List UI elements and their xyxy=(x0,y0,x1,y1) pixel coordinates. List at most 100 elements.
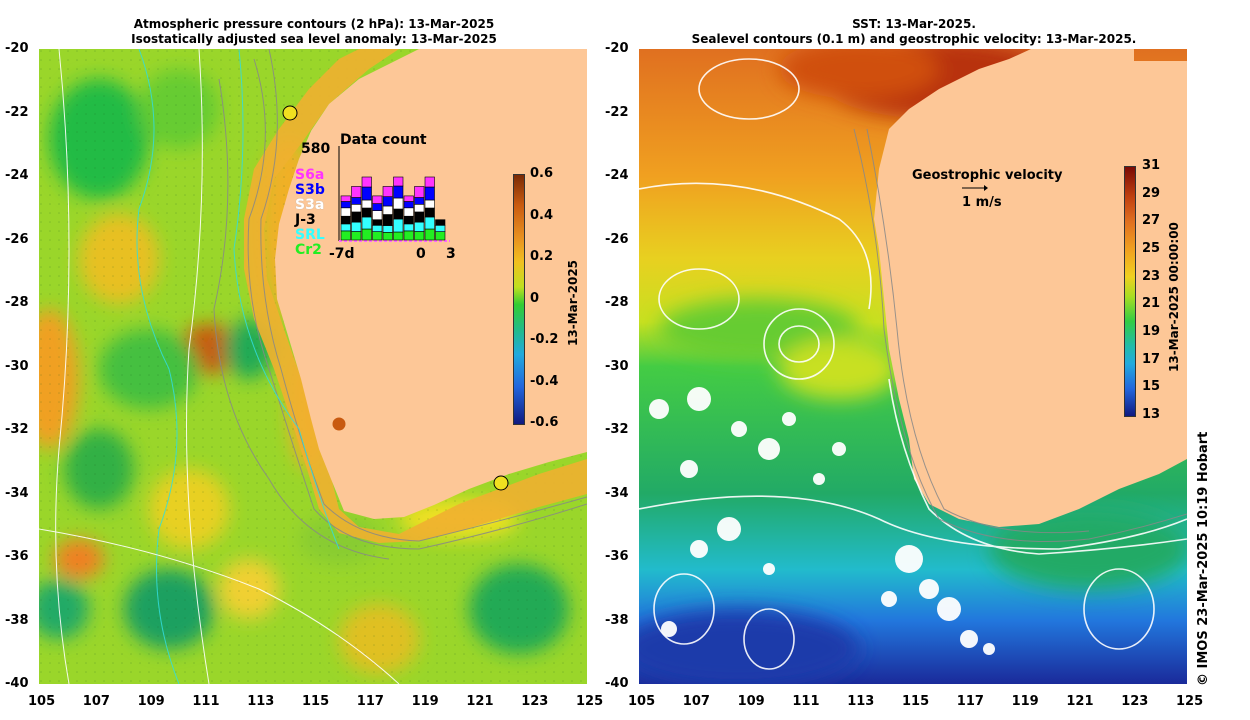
y-tick-label: -32 xyxy=(605,422,629,437)
sla-colorbar xyxy=(513,174,525,425)
sea-level-anomaly-map: 580 Data count S6a S3b S3a J-3 SRL Cr2 -7d 0 … xyxy=(39,49,587,684)
data-count-xlabel-start: -7d xyxy=(329,246,355,262)
x-tick-label: 113 xyxy=(247,694,275,709)
histogram-bar-segment xyxy=(403,223,414,232)
mission-legend: S6a S3b S3a J-3 SRL Cr2 xyxy=(295,168,325,258)
x-tick-label: 121 xyxy=(1066,694,1094,709)
colorbar-tick-label: 27 xyxy=(1142,213,1161,229)
histogram-bar-segment xyxy=(435,225,446,232)
colorbar-tick-label: 25 xyxy=(1142,241,1161,256)
mission-legend-item: S6a xyxy=(295,167,325,183)
velocity-legend-title: Geostrophic velocity xyxy=(912,168,1063,183)
histogram-bar-segment xyxy=(435,219,446,226)
histogram-bar-segment xyxy=(361,199,372,209)
histogram-bar-segment xyxy=(340,223,351,232)
x-tick-label: 123 xyxy=(521,694,549,709)
y-tick-label: -28 xyxy=(5,295,29,310)
station-marker xyxy=(282,105,298,121)
cloud-mask xyxy=(649,387,995,655)
y-tick-label: -40 xyxy=(605,676,629,691)
y-tick-label: -38 xyxy=(605,612,629,628)
histogram-bar-segment xyxy=(361,228,372,241)
x-tick-label: 105 xyxy=(628,694,656,709)
histogram-bar-segment xyxy=(393,231,404,241)
velocity-arrow-icon xyxy=(962,185,988,191)
y-tick-label: -40 xyxy=(5,676,29,691)
y-tick-label: -20 xyxy=(5,41,29,56)
y-tick-label: -30 xyxy=(605,358,629,374)
y-tick-label: -32 xyxy=(5,422,29,437)
histogram-bar-segment xyxy=(393,208,404,220)
data-count-max: 580 xyxy=(301,141,331,157)
x-tick-label: 119 xyxy=(411,694,439,709)
histogram-bar-segment xyxy=(382,196,393,207)
histogram-bar-segment xyxy=(351,221,362,232)
pressure-contours xyxy=(39,49,400,684)
sst-colorbar-label: 13-Mar-2025 00:00:00 xyxy=(1167,222,1181,372)
left-title: Atmospheric pressure contours (2 hPa): 1… xyxy=(40,17,588,47)
histogram-bar-segment xyxy=(414,197,425,205)
y-tick-label: -22 xyxy=(605,104,629,120)
x-tick-label: 125 xyxy=(576,694,604,709)
colorbar-tick-label: 0.4 xyxy=(530,207,554,223)
histogram-bar-segment xyxy=(403,230,414,241)
x-tick-label: 115 xyxy=(902,694,930,709)
histogram-bar-segment xyxy=(351,211,362,223)
x-tick-label: 119 xyxy=(1011,694,1039,709)
colorbar-tick-label: 13 xyxy=(1142,407,1161,422)
histogram-bar-segment xyxy=(414,211,425,223)
left-title-line2: Isostatically adjusted sea level anomaly… xyxy=(131,32,497,46)
sst-colorbar xyxy=(1124,166,1136,417)
histogram-bar-segment xyxy=(372,219,383,226)
histogram-bar-segment xyxy=(351,203,362,213)
right-title-line2: Sealevel contours (0.1 m) and geostrophi… xyxy=(691,32,1137,46)
histogram-bar-segment xyxy=(424,207,435,218)
data-count-title: Data count xyxy=(340,132,427,148)
histogram-bar-segment xyxy=(372,210,383,220)
histogram-bar-segment xyxy=(382,214,393,226)
y-tick-label: -28 xyxy=(605,295,629,310)
histogram-bar-segment xyxy=(372,231,383,241)
x-tick-label: 107 xyxy=(682,694,710,709)
histogram-bar-segment xyxy=(414,203,425,213)
colorbar-tick-label: 0.2 xyxy=(530,249,554,264)
histogram-bar-segment xyxy=(424,228,435,241)
histogram-bar-segment xyxy=(340,215,351,225)
histogram-bar-segment xyxy=(382,225,393,233)
histogram-bar-segment xyxy=(424,216,435,230)
data-count-histogram xyxy=(338,146,450,242)
australia-landmass xyxy=(275,49,587,519)
right-title: SST: 13-Mar-2025. Sealevel contours (0.1… xyxy=(640,17,1188,47)
colorbar-tick-label: -0.2 xyxy=(530,332,559,347)
colorbar-tick-label: 19 xyxy=(1142,324,1161,339)
histogram-bar-segment xyxy=(372,225,383,232)
sla-colorbar-label: 13-Mar-2025 xyxy=(566,259,580,346)
y-tick-label: -24 xyxy=(5,168,29,183)
histogram-bar-segment xyxy=(403,195,414,202)
x-tick-label: 109 xyxy=(737,694,765,709)
histogram-bar-segment xyxy=(361,186,372,201)
histogram-bar-segment xyxy=(414,231,425,241)
data-count-inset: 580 Data count S6a S3b S3a J-3 SRL Cr2 -7d 0 … xyxy=(289,129,459,262)
station-marker xyxy=(493,475,509,491)
velocity-legend-scale: 1 m/s xyxy=(962,195,1002,210)
x-tick-label: 121 xyxy=(466,694,494,709)
data-count-xlabel-end: 3 xyxy=(446,246,456,262)
histogram-bar-segment xyxy=(403,207,414,217)
histogram-bar-segment xyxy=(340,207,351,217)
y-tick-label: -34 xyxy=(5,485,29,501)
colorbar-tick-label: 31 xyxy=(1142,158,1161,173)
colorbar-tick-label: 23 xyxy=(1142,268,1161,284)
x-tick-label: 113 xyxy=(847,694,875,709)
histogram-bar-segment xyxy=(351,197,362,205)
mission-legend-item: J-3 xyxy=(295,212,316,228)
histogram-bar-segment xyxy=(361,207,372,218)
y-tick-label: -26 xyxy=(5,231,29,247)
histogram-bar-segment xyxy=(351,186,362,198)
histogram-bar-segment xyxy=(361,176,372,188)
colorbar-tick-label: 17 xyxy=(1142,351,1161,367)
sst-map: Geostrophic velocity 1 m/s xyxy=(639,49,1187,684)
x-tick-label: 109 xyxy=(137,694,165,709)
histogram-bar-segment xyxy=(403,201,414,209)
y-tick-label: -24 xyxy=(605,168,629,183)
